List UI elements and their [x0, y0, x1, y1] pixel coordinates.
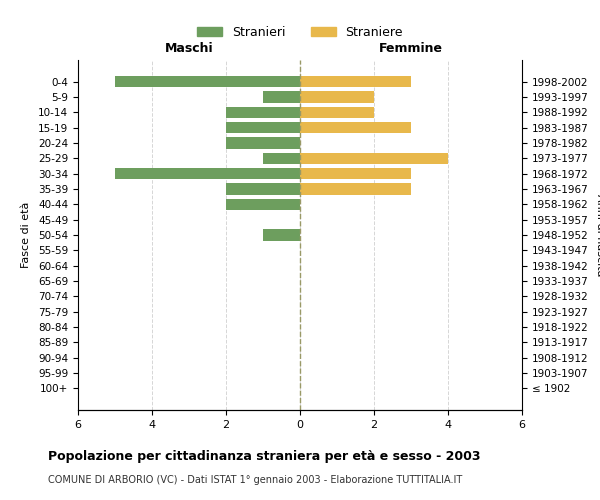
Bar [300, 168, 411, 179]
Text: Popolazione per cittadinanza straniera per età e sesso - 2003: Popolazione per cittadinanza straniera p… [48, 450, 481, 463]
Bar [300, 183, 411, 194]
Bar [300, 152, 448, 164]
Bar [226, 122, 300, 134]
Text: COMUNE DI ARBORIO (VC) - Dati ISTAT 1° gennaio 2003 - Elaborazione TUTTITALIA.IT: COMUNE DI ARBORIO (VC) - Dati ISTAT 1° g… [48, 475, 462, 485]
Text: Femmine: Femmine [379, 42, 443, 55]
Text: Maschi: Maschi [164, 42, 214, 55]
Bar [300, 91, 374, 102]
Bar [226, 137, 300, 148]
Bar [263, 91, 300, 102]
Bar [115, 76, 300, 88]
Y-axis label: Fasce di età: Fasce di età [21, 202, 31, 268]
Bar [300, 76, 411, 88]
Bar [263, 152, 300, 164]
Bar [226, 106, 300, 118]
Bar [115, 168, 300, 179]
Y-axis label: Anni di nascita: Anni di nascita [595, 194, 600, 276]
Bar [300, 106, 374, 118]
Bar [226, 183, 300, 194]
Bar [226, 198, 300, 210]
Bar [300, 122, 411, 134]
Legend: Stranieri, Straniere: Stranieri, Straniere [192, 20, 408, 44]
Bar [263, 229, 300, 241]
